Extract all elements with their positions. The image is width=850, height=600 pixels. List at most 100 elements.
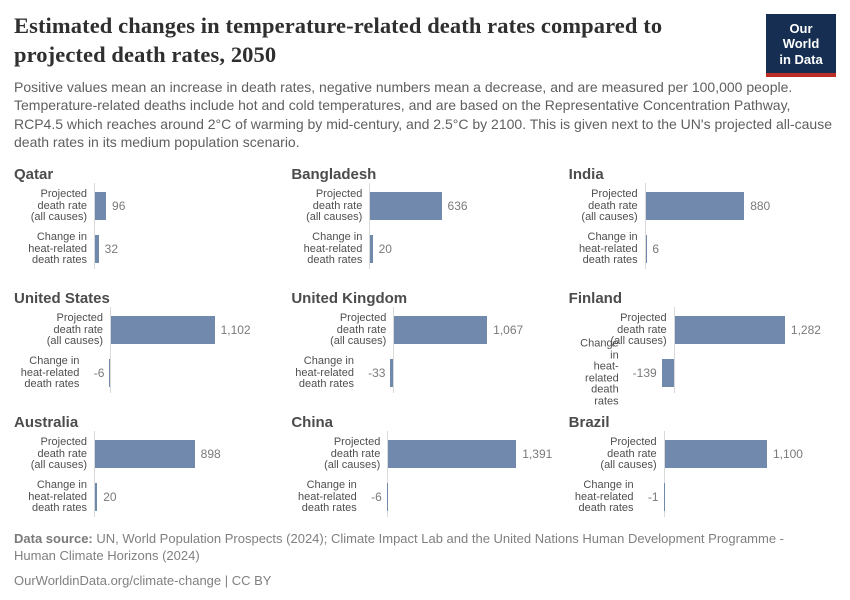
chart-footer: Data source: UN, World Population Prospe… [14, 531, 836, 588]
projected-death-rate-bar[interactable] [664, 440, 767, 469]
axis-line [369, 183, 371, 270]
heat-related-change-bar[interactable] [661, 359, 674, 388]
axis-line [110, 307, 111, 394]
bar-value-label: 636 [447, 199, 468, 214]
bar-category-label-line: (all causes) [306, 211, 363, 224]
panel-country-title: China [291, 414, 333, 432]
bar-category-label-line: (all causes) [324, 459, 381, 472]
bar-category-label: Projected death rate (all causes) [291, 189, 362, 224]
bar-category-label: Change in heat-related death rates [291, 356, 354, 391]
bar-row: Change in heat-related death rates 20 [291, 232, 558, 266]
axis-line [644, 183, 646, 270]
bar-category-label-line: (all causes) [30, 211, 87, 224]
bar-category-label-line: heat-related [298, 490, 357, 503]
bar-category-label-line: (all causes) [581, 211, 638, 224]
panel-country-title: United States [14, 290, 110, 308]
panel-country-title: Australia [14, 414, 79, 432]
bar-category-label: Change in heat-related death rates [569, 480, 634, 515]
bar-category-label-line: death rates [301, 502, 357, 515]
projected-death-rate-bar[interactable] [95, 440, 195, 469]
heat-related-change-bar[interactable] [95, 483, 98, 512]
panel-chart: Projected death rate (all causes) 880 Change… [569, 183, 836, 270]
bar-category-label-line: death rate [588, 199, 638, 212]
bar-value-label: 32 [104, 242, 119, 257]
heat-related-change-bar[interactable] [386, 483, 388, 512]
panel-india: India Projected death rate (all causes) 880 C… [568, 165, 836, 270]
projected-death-rate-bar[interactable] [111, 316, 215, 345]
small-multiples-grid: Qatar Projected death rate (all causes) 96 Ch… [14, 165, 836, 518]
bar-row: Change in heat-related death rates -6 [14, 356, 281, 390]
panel-australia: Australia Projected death rate (all causes)… [14, 413, 281, 518]
bar-category-label-line: heat-related [585, 360, 619, 385]
bar-category-label: Change in heat-related death rates [569, 338, 619, 408]
bar-value-label: 6 [652, 242, 660, 257]
bar-category-label: Projected death rate (all causes) [14, 437, 87, 472]
bar-category-label-line: Change in [312, 231, 363, 244]
bar-row: Projected death rate (all causes) 96 [14, 188, 281, 223]
bar-value-label: 1,067 [493, 323, 524, 338]
panel-chart: Projected death rate (all causes) 636 Change… [291, 183, 558, 270]
bar-category-label: Projected death rate (all causes) [291, 437, 380, 472]
bar-category-label: Change in heat-related death rates [14, 356, 80, 391]
bar-category-label: Change in heat-related death rates [291, 231, 363, 267]
bar-row: Change in heat-related death rates -1 [569, 480, 836, 514]
bar-category-label-line: Change in [303, 355, 354, 368]
bar-category-label: Projected death rate (all causes) [291, 313, 386, 348]
bar-row: Projected death rate (all causes) 636 [291, 189, 558, 223]
bar-category-label-line: death rates [591, 383, 619, 408]
bar-category-label-line: death rates [578, 502, 634, 515]
projected-death-rate-bar[interactable] [388, 440, 517, 469]
bar-row: Projected death rate (all causes) 880 [569, 188, 836, 223]
bar-category-label-line: death rates [582, 254, 638, 267]
bar-category-label-line: Projected [591, 188, 638, 201]
projected-death-rate-bar[interactable] [370, 192, 442, 221]
bar-category-label: Change in heat-related death rates [14, 232, 87, 267]
panel-chart: Projected death rate (all causes) 1,391 Chan… [291, 431, 558, 518]
owid-link[interactable]: OurWorldinData.org/climate-change | CC B… [14, 573, 272, 589]
bar-category-label-line: (all causes) [30, 459, 87, 472]
projected-death-rate-bar[interactable] [645, 192, 745, 221]
bar-value-label: 1,102 [220, 323, 251, 338]
owid-logo[interactable]: Our World in Data [766, 14, 836, 77]
bar-category-label-line: death rate [336, 323, 387, 336]
panel-country-title: Bangladesh [291, 166, 377, 184]
panel-country-title: Qatar [14, 166, 54, 184]
heat-related-change-bar[interactable] [95, 235, 99, 264]
bar-category-label-line: Change in [306, 479, 357, 492]
bar-row: Change in heat-related death rates -33 [291, 356, 558, 390]
projected-death-rate-bar[interactable] [394, 316, 488, 345]
bar-category-label-line: death rates [31, 254, 87, 267]
heat-related-change-bar[interactable] [645, 235, 647, 264]
bar-category-label-line: (all causes) [330, 335, 387, 348]
heat-related-change-bar[interactable] [390, 359, 394, 388]
chart-header: Estimated changes in temperature-related… [14, 12, 836, 151]
bar-category-label: Projected death rate (all causes) [569, 437, 657, 472]
panel-country-title: United Kingdom [291, 290, 408, 308]
heat-related-change-bar[interactable] [370, 235, 373, 264]
projected-death-rate-bar[interactable] [95, 192, 107, 221]
projected-death-rate-bar[interactable] [674, 316, 785, 345]
axis-line [387, 431, 389, 518]
panel-country-title: India [568, 166, 604, 184]
axis-line [393, 307, 395, 394]
panel-united-states: United States Projected death rate (all cau… [14, 289, 281, 394]
bar-category-label-line: heat-related [28, 490, 87, 503]
bar-category-label-line: Projected [315, 188, 363, 201]
bar-category-label-line: heat-related [20, 366, 80, 379]
owid-logo-text: Our World in Data [766, 14, 836, 73]
panel-country-title: Brazil [568, 414, 610, 432]
bar-category-label-line: Change in [587, 231, 638, 244]
chart-subtitle: Positive values mean an increase in deat… [14, 79, 832, 151]
panel-brazil: Brazil Projected death rate (all causes) 1,1… [568, 413, 836, 518]
panel-china: China Projected death rate (all causes) 1,39… [291, 413, 558, 518]
axis-line [663, 431, 665, 518]
panel-bangladesh: Bangladesh Projected death rate (all causes… [291, 165, 558, 270]
bar-category-label-line: death rate [37, 199, 87, 212]
bar-value-label: 880 [750, 199, 771, 214]
bar-category-label-line: Projected [40, 188, 87, 201]
axis-line [94, 183, 95, 270]
heat-related-change-bar[interactable] [109, 359, 110, 388]
bar-category-label-line: death rate [607, 447, 657, 460]
bar-value-label: 1,391 [522, 447, 553, 462]
